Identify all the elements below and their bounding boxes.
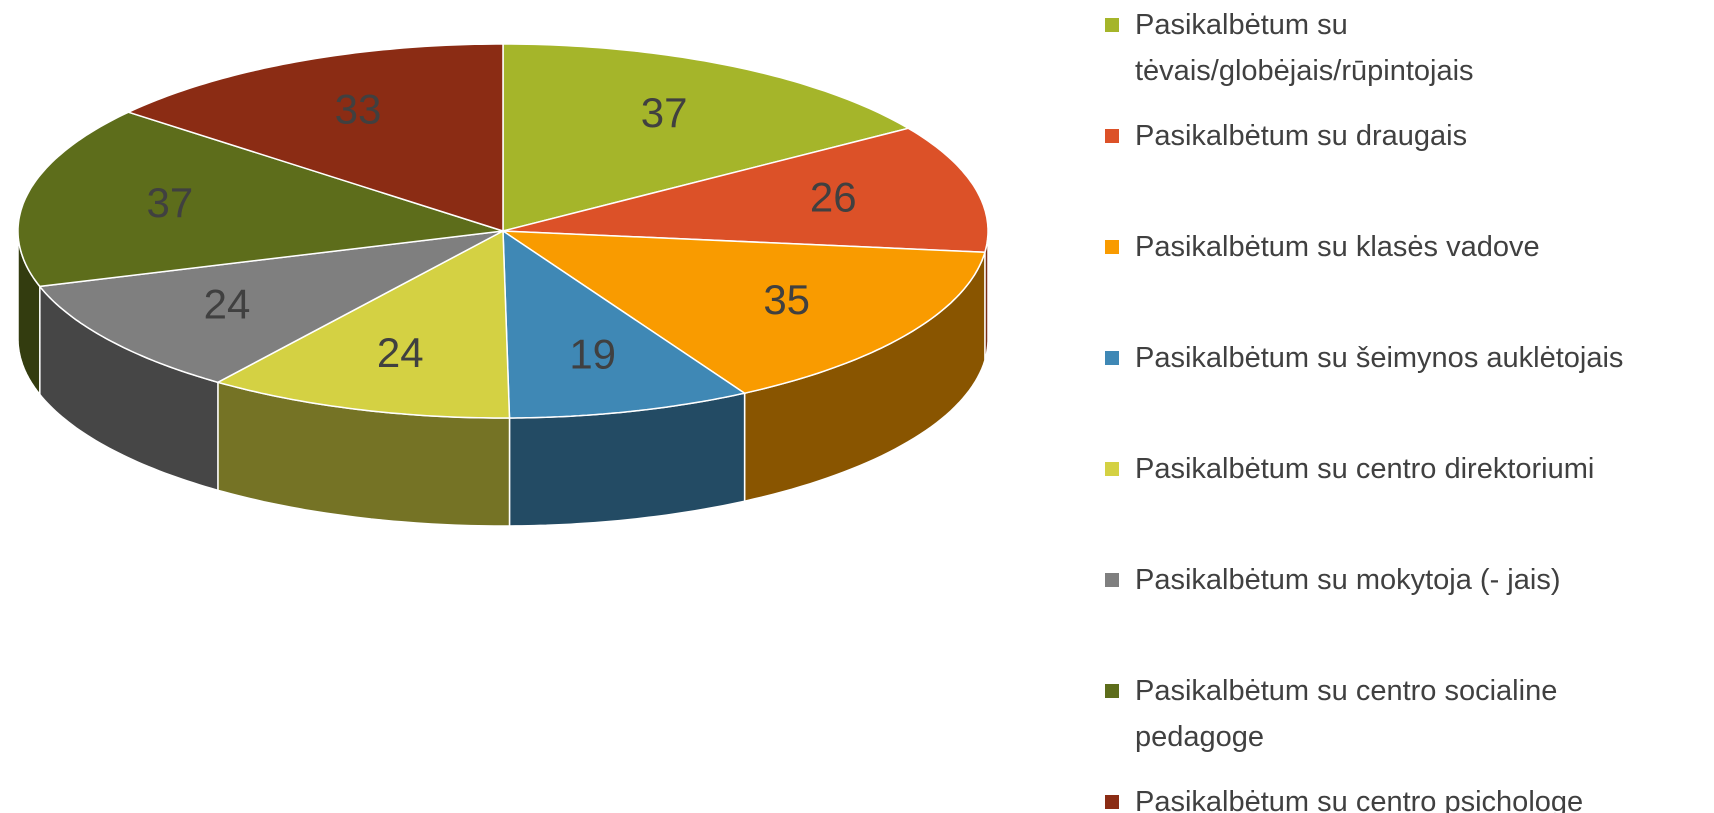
slice-label: 19	[569, 330, 616, 377]
pie-area: 37 26 35 19 24 24 37 33	[17, 43, 989, 527]
slice	[38, 230, 504, 384]
legend-swatch	[1105, 462, 1119, 476]
legend-label: Pasikalbėtum su tėvais/globėjais/rūpinto…	[1135, 9, 1474, 87]
slice	[17, 111, 504, 288]
legend-swatch	[1105, 129, 1119, 143]
legend-item: Pasikalbėtum su klasės vadove	[1105, 224, 1665, 270]
slice-label: 33	[335, 86, 382, 133]
legend-label: Pasikalbėtum su mokytoja (- jais)	[1135, 564, 1561, 596]
legend-item: Pasikalbėtum su centro psichologe	[1105, 779, 1665, 813]
legend-label: Pasikalbėtum su klasės vadove	[1135, 231, 1540, 263]
legend-item: Pasikalbėtum su draugais	[1105, 113, 1665, 159]
slice	[502, 127, 989, 253]
slice-label: 37	[146, 179, 193, 226]
legend-item: Pasikalbėtum su centro socialine pedagog…	[1105, 668, 1665, 760]
legend-label: Pasikalbėtum su draugais	[1135, 120, 1468, 152]
slice-label: 35	[763, 276, 810, 323]
legend-item: Pasikalbėtum su mokytoja (- jais)	[1105, 557, 1665, 603]
legend-swatch	[1105, 795, 1119, 809]
slice-label: 37	[641, 89, 688, 136]
legend-label: Pasikalbėtum su centro socialine pedagog…	[1135, 675, 1558, 753]
legend-swatch	[1105, 684, 1119, 698]
slice	[500, 230, 986, 395]
legend-swatch	[1105, 18, 1119, 32]
legend-label: Pasikalbėtum su centro direktoriumi	[1135, 453, 1595, 485]
slice	[502, 43, 911, 232]
slice-label: 26	[810, 174, 857, 221]
legend-item: Pasikalbėtum su centro direktoriumi	[1105, 446, 1665, 492]
slice-label: 24	[204, 280, 251, 327]
legend-item: Pasikalbėtum su šeimynos auklėtojais	[1105, 335, 1665, 381]
legend-item: Pasikalbėtum su tėvais/globėjais/rūpinto…	[1105, 2, 1665, 94]
legend-label: Pasikalbėtum su centro psichologe	[1135, 786, 1584, 813]
legend-label: Pasikalbėtum su šeimynos auklėtojais	[1135, 342, 1624, 374]
slice	[502, 229, 747, 419]
legend-swatch	[1105, 573, 1119, 587]
slice	[126, 43, 504, 233]
slice-label: 24	[377, 329, 424, 376]
slice	[215, 229, 511, 419]
legend-swatch	[1105, 240, 1119, 254]
legend-swatch	[1105, 351, 1119, 365]
